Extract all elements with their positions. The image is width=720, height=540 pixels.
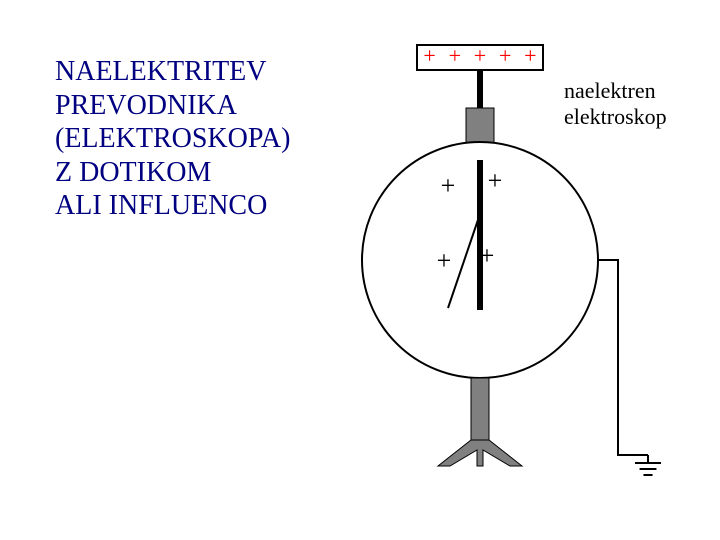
leaf-charge: + [485, 166, 505, 196]
rod-charge: + [522, 43, 538, 69]
rod-charge: + [497, 43, 513, 69]
leaf-charge: + [438, 171, 458, 201]
rod-charge: + [472, 43, 488, 69]
leaf-charge: + [477, 241, 497, 271]
rod-charge: + [447, 43, 463, 69]
electroscope-diagram [0, 0, 720, 540]
rod-charge: + [422, 43, 438, 69]
leaf-charge: + [434, 246, 454, 276]
